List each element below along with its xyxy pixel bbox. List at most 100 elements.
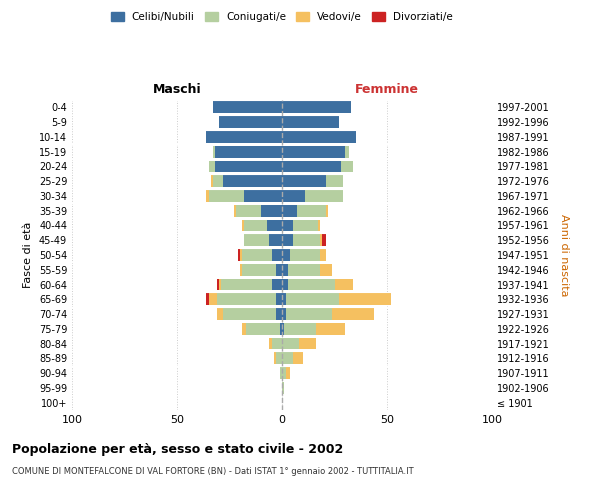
Bar (271, 278, 282, 290)
Bar (238, 249, 240, 261)
Bar (276, 294, 282, 305)
Bar (217, 294, 276, 305)
Bar (223, 176, 282, 187)
Bar (282, 102, 351, 114)
Bar (215, 160, 282, 172)
Bar (305, 190, 343, 202)
Bar (269, 234, 282, 246)
Text: Maschi: Maschi (152, 82, 202, 96)
Bar (223, 308, 276, 320)
Bar (282, 116, 338, 128)
Bar (242, 323, 247, 334)
Bar (341, 160, 353, 172)
Bar (282, 160, 341, 172)
Bar (284, 323, 316, 334)
Bar (209, 294, 217, 305)
Bar (282, 382, 284, 394)
Bar (244, 220, 268, 232)
Bar (215, 146, 282, 158)
Bar (290, 249, 320, 261)
Bar (320, 234, 322, 246)
Bar (219, 116, 282, 128)
Bar (282, 205, 296, 216)
Text: Femmine: Femmine (355, 82, 419, 96)
Bar (338, 294, 391, 305)
Bar (276, 352, 282, 364)
Y-axis label: Fasce di età: Fasce di età (23, 222, 33, 288)
Bar (286, 367, 290, 379)
Bar (213, 102, 282, 114)
Bar (217, 308, 223, 320)
Bar (211, 176, 213, 187)
Bar (282, 338, 299, 349)
Bar (242, 249, 271, 261)
Legend: Celibi/Nubili, Coniugati/e, Vedovi/e, Divorziati/e: Celibi/Nubili, Coniugati/e, Vedovi/e, Di… (107, 8, 457, 26)
Bar (282, 131, 355, 143)
Bar (282, 294, 286, 305)
Bar (271, 338, 282, 349)
Bar (246, 323, 280, 334)
Bar (280, 367, 282, 379)
Bar (213, 146, 215, 158)
Bar (282, 146, 345, 158)
Bar (206, 190, 209, 202)
Bar (282, 249, 290, 261)
Bar (282, 352, 293, 364)
Bar (345, 146, 349, 158)
Text: COMUNE DI MONTEFALCONE DI VAL FORTORE (BN) - Dati ISTAT 1° gennaio 2002 - TUTTIT: COMUNE DI MONTEFALCONE DI VAL FORTORE (B… (12, 468, 413, 476)
Bar (282, 176, 326, 187)
Bar (274, 352, 276, 364)
Bar (326, 205, 328, 216)
Bar (240, 249, 242, 261)
Bar (335, 278, 353, 290)
Bar (293, 234, 320, 246)
Bar (332, 308, 374, 320)
Bar (219, 278, 221, 290)
Bar (320, 264, 332, 276)
Bar (242, 220, 244, 232)
Bar (209, 190, 244, 202)
Bar (282, 234, 293, 246)
Bar (289, 264, 320, 276)
Bar (293, 352, 303, 364)
Text: Popolazione per età, sesso e stato civile - 2002: Popolazione per età, sesso e stato civil… (12, 442, 343, 456)
Bar (209, 160, 215, 172)
Bar (296, 205, 326, 216)
Bar (240, 264, 242, 276)
Bar (269, 338, 271, 349)
Bar (299, 338, 316, 349)
Bar (213, 176, 223, 187)
Bar (261, 205, 282, 216)
Bar (244, 190, 282, 202)
Bar (244, 234, 269, 246)
Bar (286, 294, 338, 305)
Bar (276, 308, 282, 320)
Bar (282, 323, 284, 334)
Bar (236, 205, 261, 216)
Bar (221, 278, 271, 290)
Bar (276, 264, 282, 276)
Bar (206, 131, 282, 143)
Bar (242, 264, 276, 276)
Bar (318, 220, 320, 232)
Bar (282, 367, 286, 379)
Bar (320, 249, 326, 261)
Bar (206, 294, 209, 305)
Bar (293, 220, 318, 232)
Bar (282, 308, 286, 320)
Bar (322, 234, 326, 246)
Bar (282, 264, 289, 276)
Bar (234, 205, 236, 216)
Bar (286, 308, 332, 320)
Bar (268, 220, 282, 232)
Bar (282, 190, 305, 202)
Bar (289, 278, 335, 290)
Bar (282, 220, 293, 232)
Y-axis label: Anni di nascita: Anni di nascita (559, 214, 569, 296)
Bar (280, 323, 282, 334)
Bar (217, 278, 219, 290)
Bar (282, 278, 289, 290)
Bar (271, 249, 282, 261)
Bar (326, 176, 343, 187)
Bar (316, 323, 345, 334)
